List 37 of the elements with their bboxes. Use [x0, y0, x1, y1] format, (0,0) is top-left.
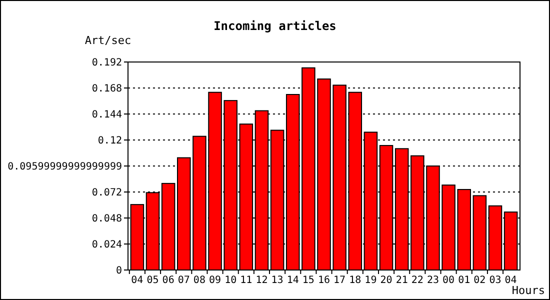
- x-tick-label: 09: [209, 275, 222, 286]
- x-tick-label: 15: [302, 275, 314, 286]
- chart-title: Incoming articles: [214, 19, 336, 33]
- x-tick-label: 22: [411, 275, 424, 286]
- x-tick-label: 12: [256, 275, 268, 286]
- x-tick-label: 06: [162, 275, 174, 286]
- x-tick-label: 03: [489, 275, 502, 286]
- y-tick-label: 0.048: [92, 214, 122, 224]
- x-tick-label: 18: [349, 275, 362, 286]
- y-tick-label: 0: [116, 266, 122, 276]
- x-tick-label: 08: [193, 275, 206, 286]
- x-axis-title: Hours: [512, 284, 545, 297]
- x-tick-label: 21: [396, 275, 408, 286]
- y-tick-label: 0.192: [92, 58, 122, 68]
- x-tick-label: 04: [504, 275, 517, 286]
- x-tick-label: 07: [178, 275, 190, 286]
- y-tick-label: 0.024: [92, 240, 122, 250]
- x-tick-label: 19: [364, 275, 377, 286]
- x-tick-label: 11: [240, 275, 252, 286]
- y-tick-label: 0.09599999999999999: [8, 162, 122, 172]
- y-tick-label: 0.144: [92, 110, 122, 120]
- x-tick-label: 23: [426, 275, 439, 286]
- x-tick-label: 14: [286, 275, 299, 286]
- x-tick-label: 00: [442, 275, 455, 286]
- x-tick-label: 20: [380, 275, 392, 286]
- y-tick-label: 0.072: [92, 188, 122, 198]
- x-tick-label: 10: [224, 275, 237, 286]
- x-tick-label: 17: [334, 275, 346, 286]
- y-tick-label: 0.168: [92, 84, 122, 94]
- x-tick-label: 01: [458, 275, 470, 286]
- y-tick-label: 0.12: [98, 136, 122, 146]
- x-tick-label: 16: [318, 275, 330, 286]
- x-tick-label: 02: [474, 275, 486, 286]
- x-tick-label: 04: [131, 275, 144, 286]
- x-tick-label: 13: [271, 275, 284, 286]
- y-axis-title: Art/sec: [84, 34, 132, 47]
- x-tick-label: 05: [146, 275, 159, 286]
